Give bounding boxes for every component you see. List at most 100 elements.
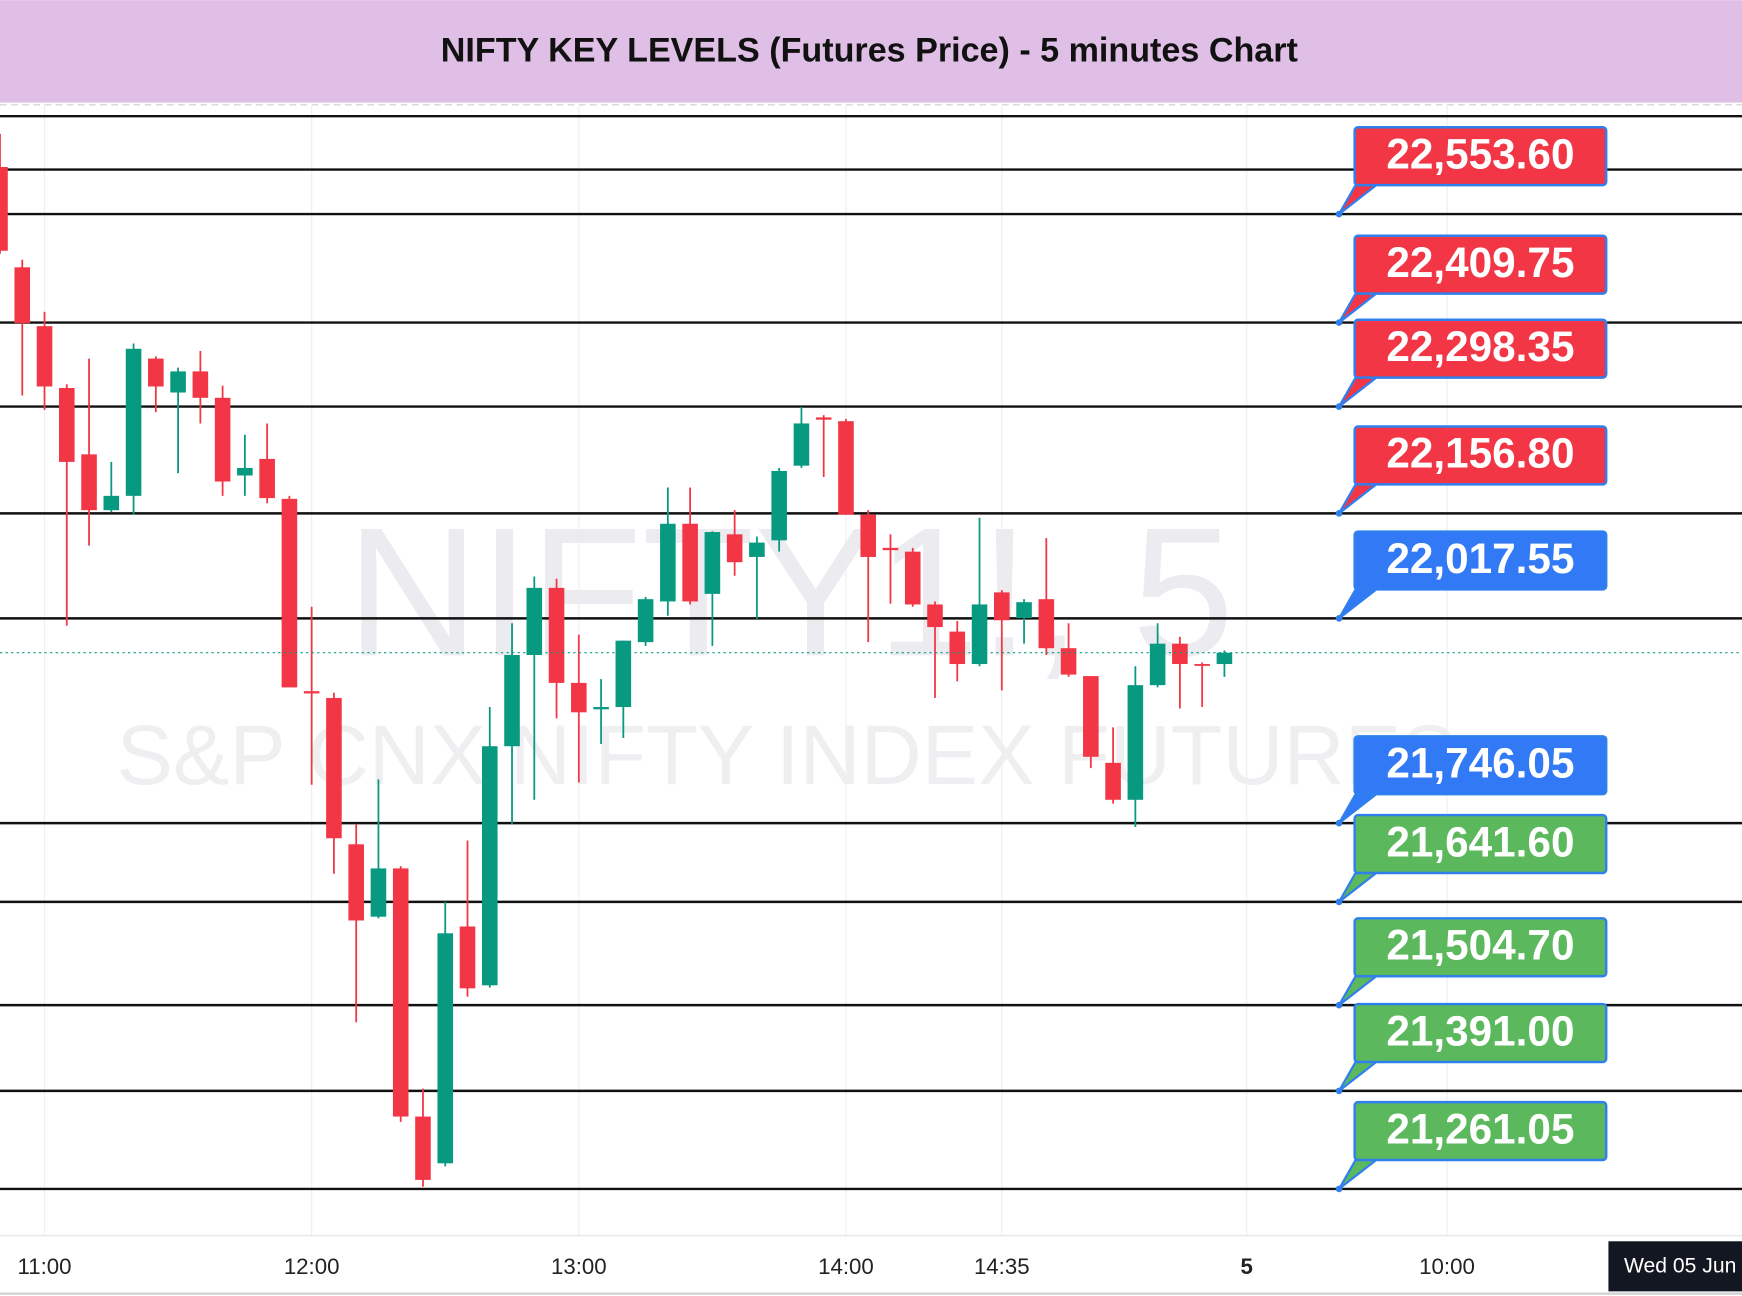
candle-body — [58, 387, 75, 462]
candle-body — [993, 592, 1010, 621]
candle-body — [303, 691, 320, 694]
candle-body — [125, 348, 142, 496]
candle-body — [103, 495, 120, 511]
level-label: 21,641.60 — [1386, 818, 1574, 865]
crosshair-label-box — [1608, 1241, 1742, 1292]
chart-title: NIFTY KEY LEVELS (Futures Price) - 5 min… — [441, 32, 1299, 70]
candle-body — [392, 868, 409, 1117]
candle-body — [726, 534, 743, 563]
candle-body — [481, 746, 498, 986]
callout-anchor — [1335, 1185, 1343, 1193]
candle-body — [504, 654, 520, 747]
candle-body — [1172, 643, 1188, 665]
crosshair-label-group: Wed 05 Jun — [1608, 1241, 1742, 1292]
candle-body — [370, 868, 387, 917]
candle-body — [771, 470, 787, 541]
candle-body — [170, 371, 186, 393]
candle-body — [348, 844, 364, 921]
candle-body — [1105, 762, 1121, 800]
callout-anchor — [1335, 210, 1343, 218]
candle-body — [415, 1116, 431, 1180]
candle-body — [637, 599, 654, 643]
candle-body — [148, 358, 164, 387]
x-tick-label: 10:00 — [1419, 1254, 1475, 1279]
callout-anchor — [1335, 403, 1343, 410]
candle-body — [949, 631, 966, 665]
level-label-box — [1353, 318, 1608, 379]
candle-body — [660, 523, 676, 602]
callout-anchor — [1335, 319, 1343, 326]
candle-body — [860, 514, 877, 557]
plot-layer: 22,553.60 22,409.75 22,298.35 22,156.80 22,0… — [0, 114, 1742, 1295]
candle-body — [815, 417, 832, 420]
candle-body — [1127, 685, 1144, 800]
candle-body — [192, 371, 209, 398]
candle-body — [749, 542, 765, 557]
x-tick-label: 14:00 — [818, 1254, 874, 1279]
candle-body — [437, 933, 454, 1164]
candle-body — [615, 640, 632, 708]
callout-anchor — [1335, 1087, 1343, 1095]
level-label-box — [1353, 126, 1608, 187]
level-label-box — [1353, 813, 1608, 875]
level-label-box — [1353, 1002, 1608, 1064]
candle-body — [1216, 652, 1233, 665]
level-label: 21,746.05 — [1386, 740, 1574, 787]
candle-body — [259, 458, 275, 499]
candle-body — [971, 604, 988, 665]
candle-body — [1038, 599, 1055, 649]
watermark: NIFTY1!, 5 — [346, 489, 1234, 694]
level-label: 21,391.00 — [1386, 1007, 1574, 1054]
level-label: 21,504.70 — [1386, 922, 1574, 969]
callout-anchor — [1335, 510, 1343, 517]
level-label: 22,017.55 — [1386, 535, 1574, 582]
candle-body — [1016, 602, 1032, 619]
candle-body — [882, 547, 899, 551]
watermark-subtitle: S&P CNX NIFTY INDEX FUTURES — [116, 707, 1457, 802]
candle-body — [548, 587, 565, 683]
x-tick-label: 11:00 — [18, 1254, 72, 1279]
candle-body — [14, 267, 31, 324]
candle-body — [571, 682, 587, 713]
crosshair-label: Wed 05 Jun — [1624, 1254, 1736, 1277]
candle-body — [1194, 664, 1210, 666]
candle-body — [838, 421, 854, 515]
candle-body — [81, 454, 97, 511]
candle-body — [214, 397, 231, 482]
callout-anchor — [1335, 1001, 1343, 1009]
candle-body — [281, 498, 298, 688]
x-tick-label: 13:00 — [551, 1254, 607, 1279]
title-bar — [0, 0, 1742, 103]
callout-anchor — [1335, 898, 1343, 906]
level-label: 22,409.75 — [1386, 239, 1574, 286]
candle-body — [326, 697, 342, 839]
candle-body — [1060, 648, 1077, 675]
level-label: 22,156.80 — [1386, 430, 1574, 477]
candle-body — [593, 707, 609, 710]
candle-body — [793, 423, 810, 466]
x-tick-label: 12:00 — [284, 1254, 340, 1279]
callout-anchor — [1335, 819, 1343, 827]
candle-body — [459, 926, 476, 989]
candle-body — [237, 467, 253, 476]
candle-body — [704, 532, 721, 594]
level-label-box — [1353, 1100, 1608, 1162]
level-label-box — [1353, 735, 1608, 796]
candle-body — [526, 587, 543, 655]
level-label: 21,261.05 — [1386, 1105, 1574, 1152]
x-tick-label: 14:35 — [974, 1254, 1030, 1279]
candle-body — [927, 604, 943, 628]
level-label-box — [1353, 425, 1608, 486]
level-label: 22,553.60 — [1386, 130, 1574, 177]
level-label-box — [1353, 917, 1608, 978]
candle-body — [36, 326, 53, 387]
level-label-box — [1353, 234, 1608, 295]
level-label-box — [1353, 530, 1608, 591]
candle-body — [0, 167, 8, 251]
candle-body — [1149, 643, 1166, 686]
level-label: 22,298.35 — [1386, 323, 1574, 370]
candle-body — [682, 523, 698, 602]
callout-anchor — [1335, 615, 1343, 622]
